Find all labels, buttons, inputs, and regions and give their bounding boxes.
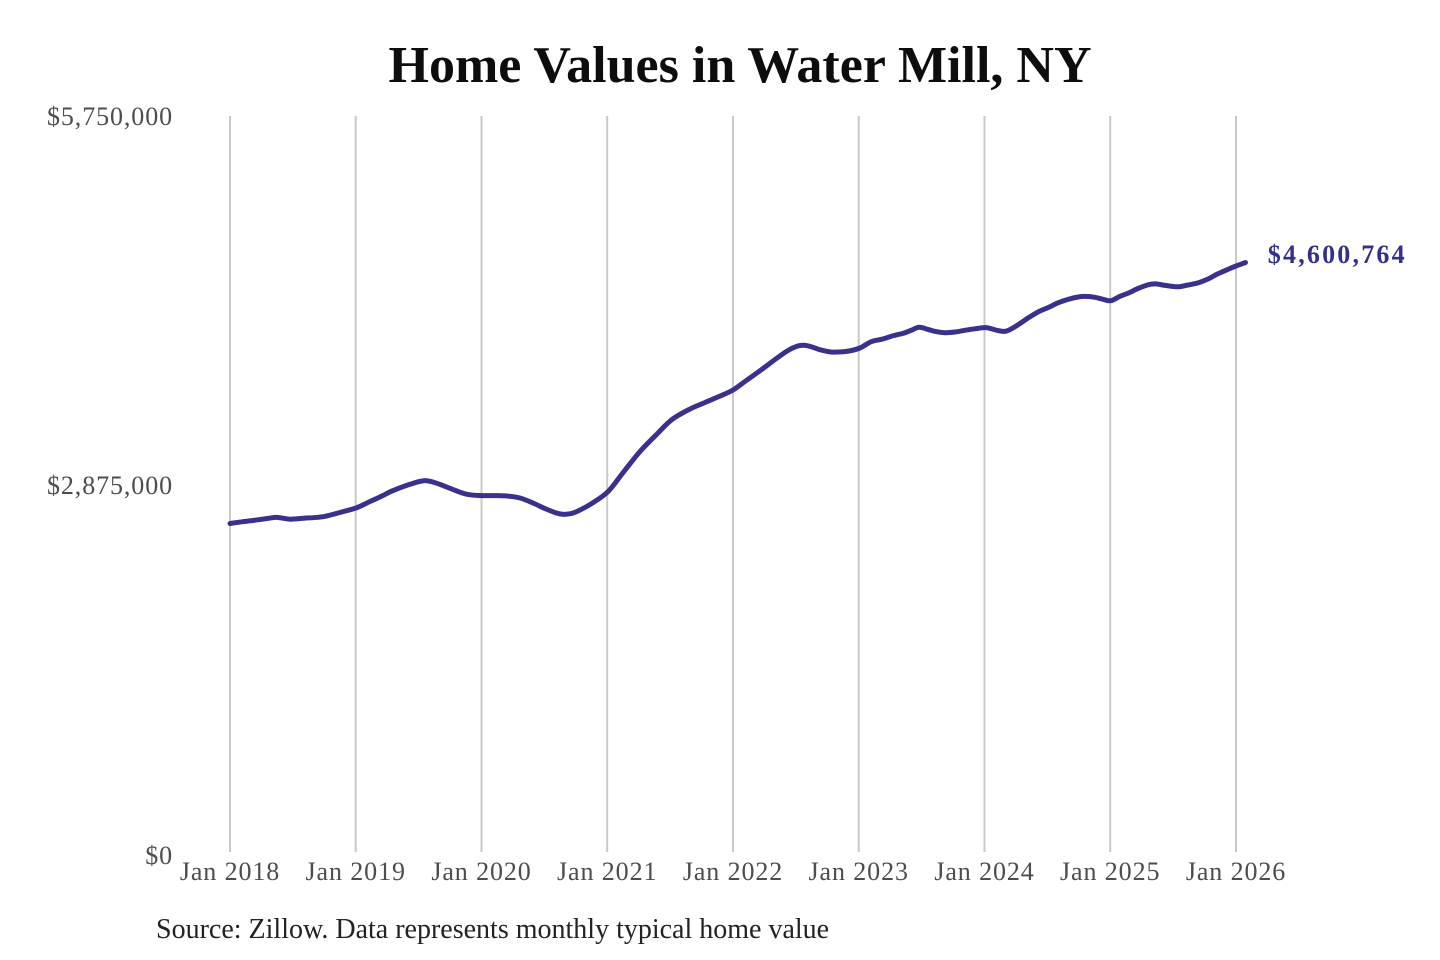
svg-text:$0: $0 [145, 841, 173, 870]
svg-text:Jan 2025: Jan 2025 [1060, 857, 1160, 886]
svg-text:Jan 2026: Jan 2026 [1186, 857, 1286, 886]
svg-text:Jan 2020: Jan 2020 [431, 857, 531, 886]
svg-text:Home Values in Water Mill, NY: Home Values in Water Mill, NY [389, 37, 1092, 94]
svg-text:$4,600,764: $4,600,764 [1268, 240, 1407, 269]
svg-text:Jan 2021: Jan 2021 [557, 857, 657, 886]
svg-text:$5,750,000: $5,750,000 [47, 102, 173, 131]
svg-text:Jan 2024: Jan 2024 [934, 857, 1034, 886]
svg-text:$2,875,000: $2,875,000 [47, 471, 173, 500]
svg-text:Jan 2022: Jan 2022 [683, 857, 783, 886]
svg-text:Jan 2018: Jan 2018 [180, 857, 280, 886]
svg-text:Jan 2023: Jan 2023 [809, 857, 909, 886]
svg-text:Jan 2019: Jan 2019 [306, 857, 406, 886]
svg-text:Source: Zillow. Data represent: Source: Zillow. Data represents monthly … [156, 914, 829, 945]
